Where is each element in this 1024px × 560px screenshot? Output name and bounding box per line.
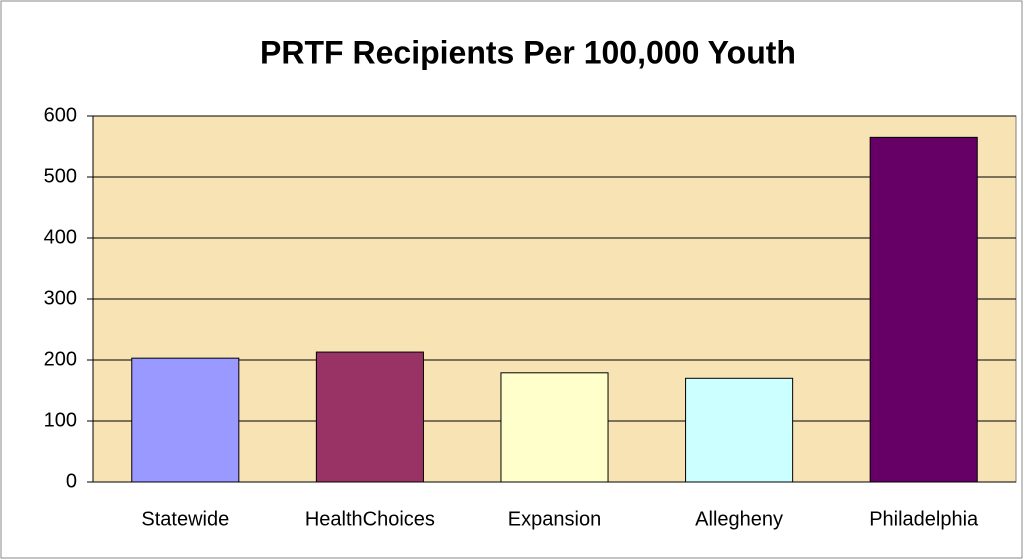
x-tick-label: Statewide: [141, 508, 229, 530]
chart-title: PRTF Recipients Per 100,000 Youth: [260, 34, 796, 70]
bar: [869, 136, 978, 483]
y-tick-label: 600: [44, 104, 77, 126]
y-tick-label: 0: [66, 470, 77, 492]
x-tick-label: Expansion: [508, 508, 601, 530]
bar: [685, 377, 794, 483]
bar: [500, 372, 609, 483]
bar: [315, 351, 424, 483]
x-tick-label: HealthChoices: [305, 508, 435, 530]
x-tick-label: Allegheny: [695, 508, 783, 530]
x-tick-label: Philadelphia: [869, 508, 979, 530]
y-tick-label: 200: [44, 348, 77, 370]
y-tick-label: 500: [44, 165, 77, 187]
y-tick-label: 400: [44, 226, 77, 248]
y-tick-label: 300: [44, 287, 77, 309]
y-tick-label: 100: [44, 409, 77, 431]
bar: [131, 357, 240, 483]
